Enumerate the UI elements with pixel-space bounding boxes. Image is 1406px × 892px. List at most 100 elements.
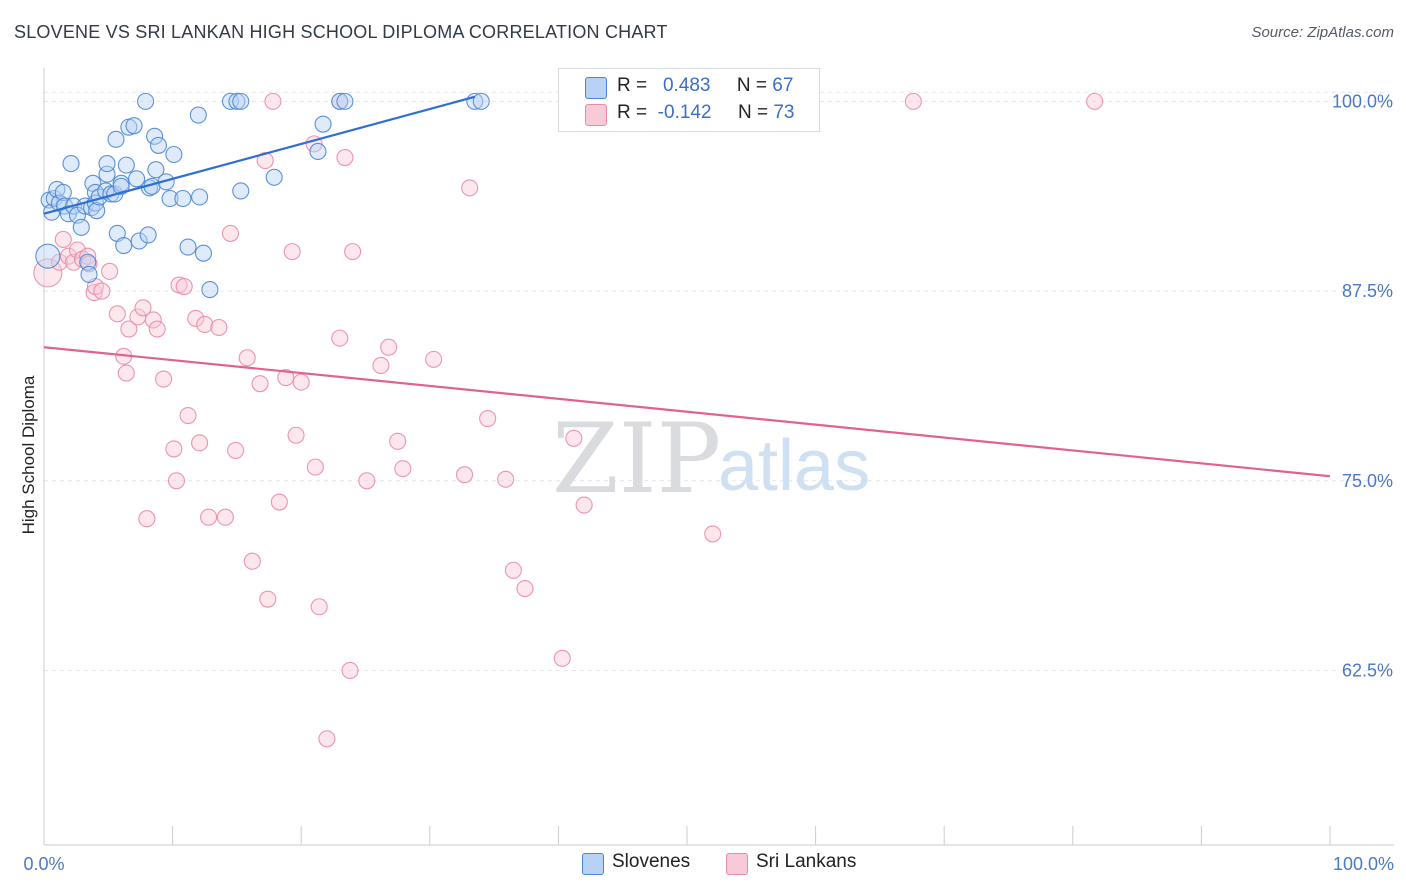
srilankan-point — [344, 243, 362, 261]
chart-title: SLOVENE VS SRI LANKAN HIGH SCHOOL DIPLOM… — [14, 22, 668, 42]
slovene-point — [35, 243, 61, 269]
bottom-legend-swatch-slovenes — [582, 853, 604, 875]
legend-n-label: N = — [737, 102, 769, 123]
bottom-legend-swatch-srilankans — [726, 853, 748, 875]
srilankan-point — [175, 277, 193, 296]
source-label: Source: ZipAtlas.com — [1251, 24, 1394, 41]
slovene-point — [174, 189, 192, 208]
slovene-point — [146, 127, 164, 145]
slovene-point — [228, 92, 246, 110]
legend-r-label: R = — [617, 75, 648, 96]
srilankan-point — [167, 472, 186, 490]
srilankan-point — [187, 309, 205, 327]
slovene-point — [201, 281, 219, 299]
legend-r-srilankans: -0.142 — [657, 102, 712, 123]
srilankan-point — [287, 426, 305, 444]
slovene-point — [191, 188, 209, 206]
slovenes-trend-line — [43, 95, 476, 215]
slovene-point — [98, 155, 116, 173]
srilankan-point — [270, 493, 288, 511]
srilankan-point — [565, 429, 583, 447]
slovene-point — [194, 244, 213, 262]
slovene-point — [125, 117, 143, 135]
slovene-point — [232, 182, 250, 200]
srilankan-point — [1086, 92, 1104, 110]
slovene-point — [149, 136, 168, 154]
bottom-legend-label-srilankans: Sri Lankans — [756, 851, 857, 872]
srilankan-point — [336, 148, 354, 167]
slovene-point — [137, 92, 155, 110]
srilankan-point — [497, 470, 515, 488]
slovene-point — [130, 232, 148, 250]
srilankan-point — [306, 458, 324, 476]
y-tick-label: 87.5% — [1342, 281, 1393, 301]
srilankan-point — [200, 508, 218, 526]
slovene-point — [161, 189, 179, 208]
srilankan-point — [292, 373, 310, 391]
slovene-point — [88, 202, 106, 220]
slovene-point — [54, 183, 72, 201]
x-tick-label-start: 0.0% — [23, 854, 64, 874]
srilankan-point — [380, 338, 398, 356]
y-tick-label: 62.5% — [1342, 660, 1393, 680]
bottom-legend-label-slovenes: Slovenes — [612, 851, 691, 872]
srilankan-point — [341, 661, 359, 680]
srilankan-point — [68, 241, 86, 259]
srilankan-point — [148, 320, 166, 338]
srilankan-point — [575, 496, 593, 514]
slovene-point — [189, 106, 207, 124]
srilankan-point — [179, 406, 197, 425]
slovene-point — [265, 168, 283, 186]
legend-n-srilankans: 73 — [773, 102, 795, 123]
srilankan-point — [283, 243, 301, 261]
slovene-point — [117, 156, 135, 174]
srilankan-point — [318, 730, 336, 748]
slovene-point — [128, 170, 146, 188]
srilankan-point — [358, 472, 376, 490]
srilankan-point — [259, 590, 277, 608]
slovene-point — [309, 142, 327, 161]
srilankan-point — [553, 649, 571, 667]
legend-n-label: N = — [736, 75, 768, 96]
srilankan-point — [310, 598, 328, 616]
srilankan-point — [120, 320, 138, 338]
y-tick-label: 100.0% — [1332, 91, 1393, 111]
slovene-point — [147, 161, 165, 179]
srilankan-point — [155, 370, 173, 388]
legend-r-label: R = — [617, 102, 648, 123]
slovene-point — [221, 92, 240, 110]
srilankan-point — [196, 315, 214, 334]
srilankan-point — [227, 441, 245, 459]
srilankan-point — [372, 356, 390, 374]
watermark: ZIP atlas — [552, 403, 870, 515]
srilankan-point — [425, 350, 443, 368]
slovene-point — [72, 218, 90, 236]
srilankan-point — [479, 410, 497, 428]
slovene-point — [331, 92, 349, 110]
srilankan-point — [243, 552, 261, 570]
slovene-point — [115, 237, 133, 255]
srilankan-point — [264, 92, 282, 110]
srilankan-point — [455, 466, 474, 484]
legend-r-slovenes: 0.483 — [662, 75, 711, 96]
x-tick-label-end: 100.0% — [1333, 854, 1394, 874]
legend-n-slovenes: 67 — [772, 75, 794, 96]
legend: R = 0.483 N = 67 R = -0.142 N = 73 — [558, 68, 820, 132]
slovene-point — [112, 177, 130, 195]
srilankan-point — [389, 432, 407, 450]
slovene-point — [107, 130, 125, 148]
slovene-point — [336, 92, 354, 110]
y-axis-label: High School Diploma — [19, 375, 38, 534]
gridlines — [44, 91, 1390, 671]
srilankans-trend-line — [43, 346, 1331, 478]
slovene-point — [165, 145, 183, 164]
srilankan-point — [251, 375, 269, 393]
srilankan-point — [277, 369, 295, 387]
srilankan-point — [461, 179, 479, 197]
slovene-point — [80, 265, 98, 283]
slovenes-points — [35, 92, 490, 299]
srilankan-point — [331, 329, 349, 347]
srilankan-point — [134, 299, 152, 317]
srilankan-point — [138, 510, 156, 528]
